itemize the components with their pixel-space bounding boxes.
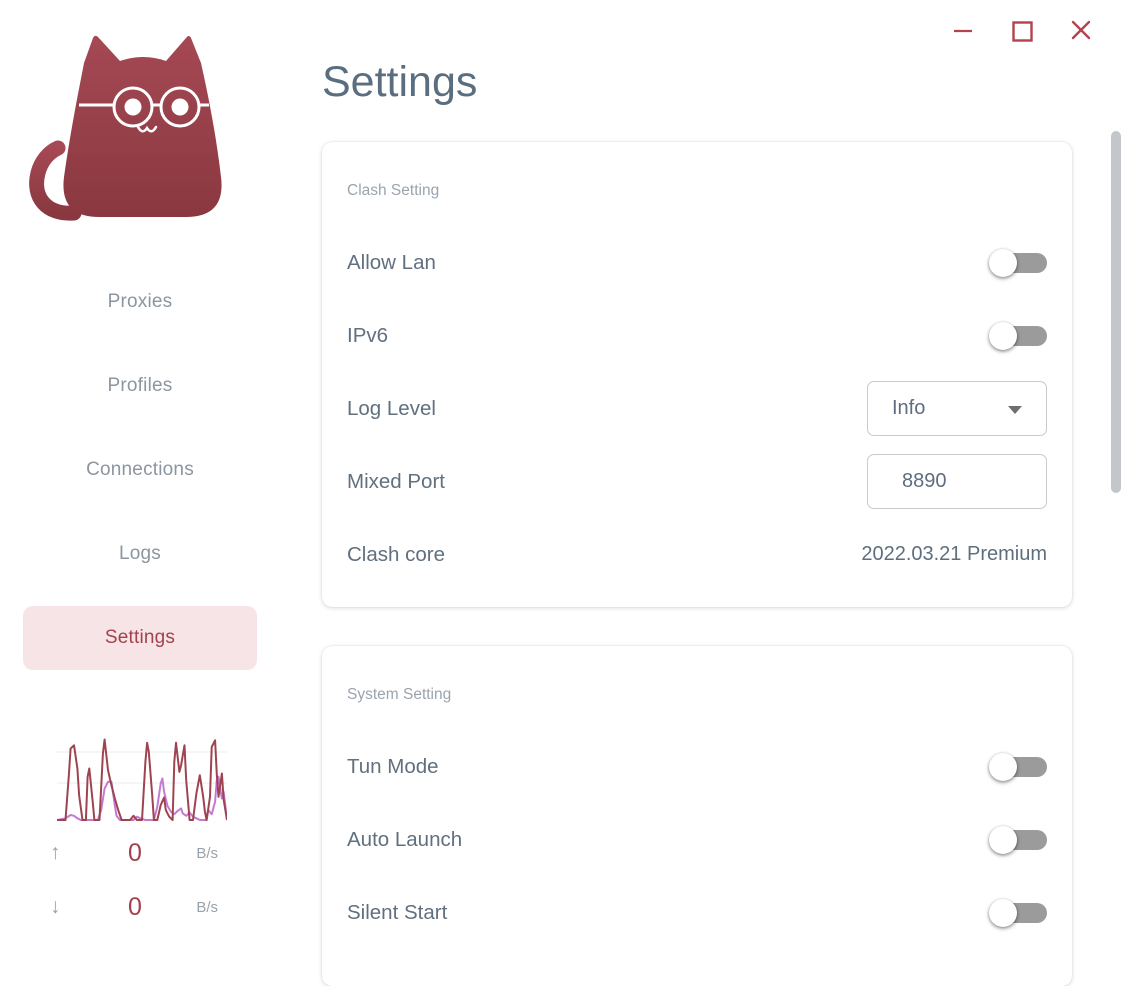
sidebar-item-connections[interactable]: Connections <box>23 438 257 502</box>
download-speed-unit: B/s <box>196 898 218 916</box>
sidebar-item-settings[interactable]: Settings <box>23 606 257 670</box>
upload-speed-value: 0 <box>128 838 142 867</box>
allow-lan-switch[interactable] <box>989 248 1047 277</box>
ipv6-label: IPv6 <box>347 323 389 347</box>
auto-launch-label: Auto Launch <box>347 827 463 851</box>
upload-arrow-icon: ↑ <box>50 841 61 864</box>
ipv6-row: IPv6 <box>347 299 1047 372</box>
download-arrow-icon: ↓ <box>50 895 61 918</box>
ipv6-switch[interactable] <box>989 321 1047 350</box>
switch-thumb <box>989 248 1017 277</box>
download-speed-value: 0 <box>128 892 142 921</box>
auto-launch-row: Auto Launch <box>347 803 1047 876</box>
tun-mode-row: Tun Mode <box>347 730 1047 803</box>
glasses-icon <box>79 86 209 128</box>
traffic-down-line <box>57 777 227 820</box>
clash-setting-card: Clash Setting Allow Lan IPv6 Log Level I… <box>322 142 1072 607</box>
nav-label: Profiles <box>107 375 173 396</box>
switch-thumb <box>989 752 1017 781</box>
system-setting-card: System Setting Tun Mode Auto Launch Sile… <box>322 646 1072 986</box>
sidebar-nav: Proxies Profiles Connections Logs Settin… <box>0 270 280 690</box>
sidebar-item-proxies[interactable]: Proxies <box>23 270 257 334</box>
silent-start-row: Silent Start <box>347 876 1047 949</box>
nav-label: Settings <box>104 627 176 648</box>
switch-thumb <box>989 321 1017 350</box>
sidebar-item-profiles[interactable]: Profiles <box>23 354 257 418</box>
switch-thumb <box>989 825 1017 854</box>
log-level-label: Log Level <box>347 396 436 420</box>
mixed-port-label: Mixed Port <box>347 469 445 493</box>
allow-lan-row: Allow Lan <box>347 226 1047 299</box>
minimize-button[interactable] <box>950 18 976 44</box>
switch-thumb <box>989 898 1017 927</box>
log-level-row: Log Level Info <box>347 372 1047 445</box>
nav-label: Connections <box>86 459 194 480</box>
mixed-port-row: Mixed Port <box>347 445 1047 518</box>
silent-start-switch[interactable] <box>989 898 1047 927</box>
traffic-chart <box>57 735 227 823</box>
tun-mode-label: Tun Mode <box>347 754 439 778</box>
silent-start-label: Silent Start <box>347 900 448 924</box>
close-button[interactable] <box>1068 17 1094 43</box>
clash-core-version: 2022.03.21 Premium <box>861 543 1047 565</box>
clash-core-label: Clash core <box>347 542 445 566</box>
log-level-select[interactable]: Info <box>867 381 1047 436</box>
mixed-port-input[interactable] <box>867 454 1047 509</box>
card-section-title: Clash Setting <box>347 182 440 199</box>
card-section-title: System Setting <box>347 686 452 703</box>
sidebar: Proxies Profiles Connections Logs Settin… <box>0 0 280 937</box>
download-stat-row: ↓ 0 B/s <box>50 892 228 922</box>
chevron-down-icon <box>1008 406 1022 414</box>
upload-stat-row: ↑ 0 B/s <box>50 838 228 868</box>
close-icon <box>1071 20 1091 40</box>
auto-launch-switch[interactable] <box>989 825 1047 854</box>
maximize-button[interactable] <box>1009 18 1035 44</box>
nav-label: Logs <box>118 543 161 564</box>
upload-speed-unit: B/s <box>196 844 218 862</box>
traffic-up-line <box>57 740 227 821</box>
page-title: Settings <box>322 58 478 106</box>
allow-lan-label: Allow Lan <box>347 250 436 274</box>
cat-logo-icon <box>29 35 222 221</box>
log-level-value: Info <box>892 397 926 419</box>
traffic-stats: ↑ 0 B/s ↓ 0 B/s <box>50 838 228 922</box>
tun-mode-switch[interactable] <box>989 752 1047 781</box>
nav-label: Proxies <box>107 291 173 312</box>
minimize-icon <box>954 29 972 33</box>
sidebar-item-logs[interactable]: Logs <box>23 522 257 586</box>
clash-core-row: Clash core 2022.03.21 Premium <box>347 518 1047 591</box>
scrollbar-thumb[interactable] <box>1111 131 1121 493</box>
maximize-icon <box>1011 20 1033 42</box>
